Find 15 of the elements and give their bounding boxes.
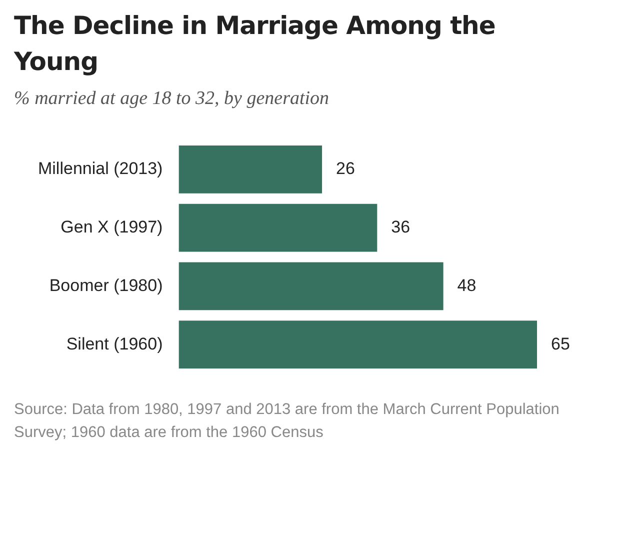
data-label: 26 [336, 159, 355, 178]
y-tick-label: Millennial (2013) [38, 159, 163, 178]
bar [178, 320, 538, 369]
bar [178, 262, 444, 310]
data-label: 65 [551, 334, 570, 354]
y-tick-label: Silent (1960) [66, 334, 163, 354]
bar [178, 145, 322, 194]
source-note: Source: Data from 1980, 1997 and 2013 are from the March Current Population Survey; 1960 data are from the 1960 Census [14, 400, 560, 443]
y-tick-label: Boomer (1980) [49, 276, 163, 295]
y-tick-label: Gen X (1997) [60, 217, 163, 236]
chart-subtitle: % married at age 18 to 32, by generation [14, 88, 330, 110]
chart-title: The Decline in Marriage Among the Young [14, 10, 496, 78]
data-label: 36 [391, 217, 410, 236]
data-label: 48 [457, 276, 476, 295]
bar [178, 204, 378, 252]
